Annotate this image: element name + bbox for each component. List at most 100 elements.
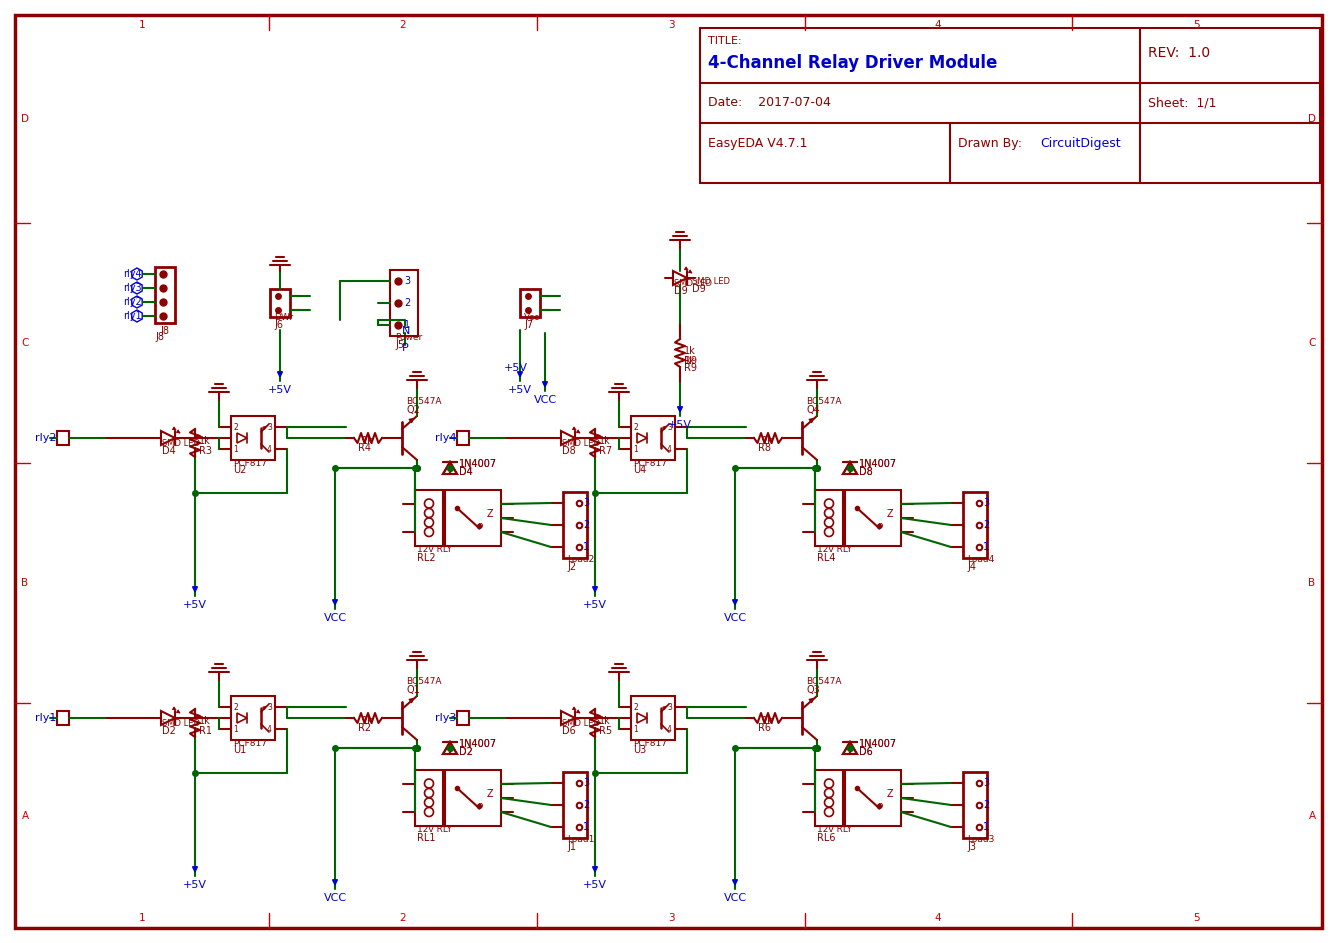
Text: 1N4007: 1N4007 [858,739,897,749]
Text: 1: 1 [404,320,410,330]
Text: U3: U3 [632,745,646,755]
Text: R1: R1 [199,726,213,736]
Text: R5: R5 [599,726,612,736]
Text: R6: R6 [758,723,771,733]
Text: D2: D2 [459,747,473,757]
Text: J8: J8 [160,326,168,336]
Text: +5V: +5V [267,385,291,395]
Bar [563,772,587,838]
Text: 1: 1 [632,444,638,454]
Text: 1N4007: 1N4007 [459,459,497,469]
Text: 4: 4 [667,724,673,734]
Text: Vcc: Vcc [524,313,540,323]
Text: VCC: VCC [324,613,346,623]
Text: Load2: Load2 [567,554,594,564]
Text: PCF817: PCF817 [632,738,667,748]
Bar [631,696,675,740]
Text: 5: 5 [1194,913,1201,923]
Bar [270,289,290,317]
Text: 3: 3 [667,422,673,432]
Text: D8: D8 [562,446,576,456]
Text: VCC: VCC [533,395,556,405]
Text: rly1: rly1 [123,311,142,321]
Text: TITLE:: TITLE: [709,36,742,46]
Text: 4: 4 [267,444,271,454]
Bar [57,711,70,725]
Text: D6: D6 [562,726,576,736]
Text: J7: J7 [524,320,533,330]
Text: rly2: rly2 [123,297,142,307]
Text: VCC: VCC [723,613,746,623]
Text: 1k: 1k [599,436,611,446]
Text: PCF817: PCF817 [233,458,267,468]
Text: 1: 1 [233,444,238,454]
Text: 1k: 1k [362,716,374,726]
Text: 4: 4 [935,20,941,30]
Text: D2: D2 [162,726,176,736]
Text: 1N4007: 1N4007 [459,459,497,469]
Text: 3: 3 [983,778,989,788]
Bar [457,711,469,725]
Text: 4: 4 [935,913,941,923]
Text: rly4: rly4 [123,269,142,279]
Text: VCC: VCC [324,893,346,903]
Text: RL6: RL6 [817,833,836,843]
Text: SMD LED: SMD LED [162,720,201,729]
Text: 12v RLY: 12v RLY [817,825,852,835]
Bar [520,289,540,317]
Text: R7: R7 [599,446,612,456]
Bar [445,770,501,826]
Text: 1: 1 [233,724,238,734]
Text: 3: 3 [667,20,674,30]
Text: 1N4007: 1N4007 [858,459,897,469]
Bar [457,431,469,445]
Text: N: N [402,326,410,336]
Text: RL1: RL1 [417,833,436,843]
Text: BC547A: BC547A [806,677,841,687]
Text: 1N4007: 1N4007 [858,459,897,469]
Bar [231,696,275,740]
Text: 2: 2 [404,298,410,308]
Bar [845,770,901,826]
Text: 3: 3 [667,703,673,712]
Text: 1k: 1k [762,436,774,446]
Bar [57,431,70,445]
Text: 1k: 1k [685,346,695,356]
Text: Z: Z [886,789,893,799]
Text: D4: D4 [162,446,175,456]
Text: rly3: rly3 [435,713,456,723]
Text: U4: U4 [632,465,646,475]
Text: +5V: +5V [508,385,532,395]
Text: 1k: 1k [762,716,774,726]
Text: SMD LED: SMD LED [674,279,713,289]
Text: C: C [1309,338,1316,348]
Text: +5V: +5V [183,880,207,890]
Text: p: p [877,521,882,531]
Text: 3: 3 [267,422,271,432]
Text: 12v RLY: 12v RLY [817,545,852,554]
Text: J1: J1 [567,842,576,852]
Text: R3: R3 [199,446,213,456]
Text: EasyEDA V4.7.1: EasyEDA V4.7.1 [709,137,808,150]
Text: Q2: Q2 [406,405,420,415]
Text: R2: R2 [358,723,372,733]
Text: VCC: VCC [723,893,746,903]
Bar [963,492,987,558]
Bar [445,490,501,546]
Text: 3: 3 [983,498,989,508]
Bar [414,490,443,546]
Text: J3: J3 [967,842,976,852]
Text: BC547A: BC547A [406,398,441,406]
Bar [701,28,1320,183]
Text: 1: 1 [632,724,638,734]
Text: 1k: 1k [362,436,374,446]
Text: A: A [1309,811,1316,821]
Text: 2: 2 [233,422,238,432]
Text: U1: U1 [233,745,246,755]
Text: 1: 1 [583,542,590,552]
Text: R9: R9 [685,363,697,373]
Text: 1: 1 [983,822,989,832]
Text: Load3: Load3 [967,835,995,843]
Text: D4: D4 [459,467,473,477]
Text: p: p [877,802,882,810]
